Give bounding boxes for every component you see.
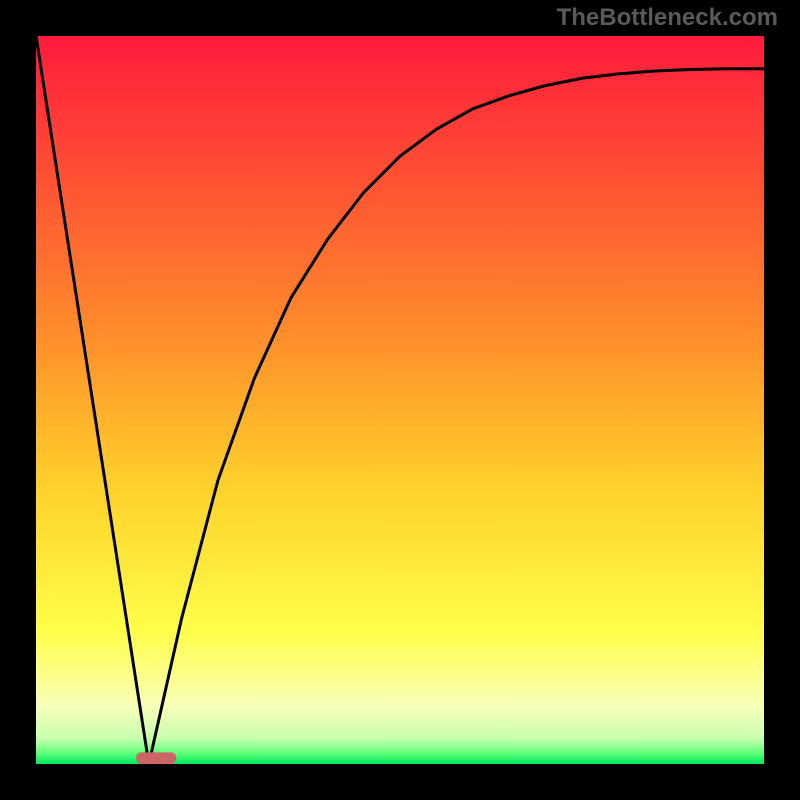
chart-container: TheBottleneck.com xyxy=(0,0,800,800)
plot-background xyxy=(36,36,764,764)
optimal-marker xyxy=(136,752,176,764)
bottleneck-chart xyxy=(0,0,800,800)
watermark-text: TheBottleneck.com xyxy=(557,4,778,32)
